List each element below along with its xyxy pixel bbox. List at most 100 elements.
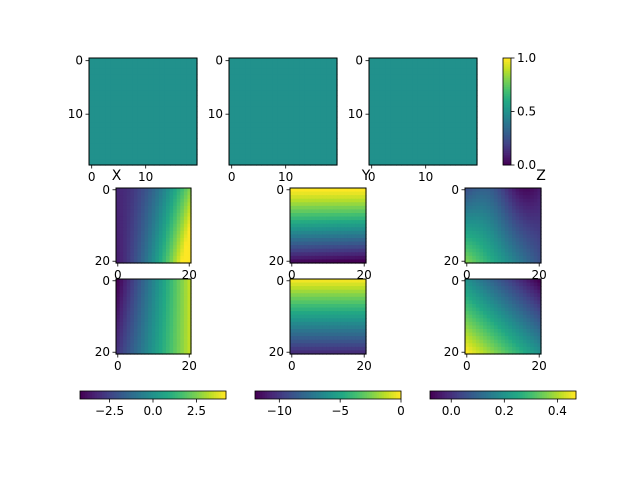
heatmap-cell (158, 343, 164, 348)
heatmap-cell (300, 259, 306, 264)
heatmap-cell (329, 321, 335, 327)
heatmap-cell (166, 346, 171, 352)
heatmap-cell (123, 300, 128, 305)
colorbar-segment (503, 79, 511, 82)
heatmap-cell (311, 325, 316, 330)
heatmap-cell (272, 79, 279, 86)
heatmap-cell (293, 346, 298, 352)
panel-title: Y (361, 168, 371, 184)
heatmap-cell (504, 188, 510, 193)
heatmap-cell (340, 245, 345, 250)
heatmap-cell (519, 213, 524, 218)
heatmap-cell (444, 95, 451, 102)
heatmap-cell (170, 111, 176, 118)
heatmap-cell (347, 223, 353, 228)
colorbar-segment (393, 391, 397, 399)
heatmap-cell (155, 223, 160, 228)
heatmap-cell (490, 304, 495, 309)
heatmap-cell (175, 111, 182, 118)
heatmap-cell (283, 68, 289, 75)
heatmap-cell (490, 195, 495, 200)
heatmap-cell (137, 111, 144, 118)
colorbar-segment (503, 161, 511, 164)
heatmap-cell (180, 127, 187, 134)
heatmap-cell (137, 293, 142, 298)
heatmap-cell (166, 252, 171, 257)
heatmap-cell (465, 346, 470, 352)
heatmap-cell (153, 154, 160, 161)
heatmap-cell (148, 205, 153, 211)
heatmap-cell (121, 122, 128, 129)
heatmap-cell (186, 58, 193, 64)
heatmap-cell (444, 74, 451, 80)
heatmap-cell (479, 343, 484, 348)
heatmap-cell (423, 127, 429, 134)
heatmap-cell (183, 195, 189, 200)
heatmap-cell (293, 227, 298, 232)
heatmap-cell (311, 234, 316, 239)
heatmap-cell (148, 116, 155, 123)
heatmap-cell (522, 195, 528, 200)
heatmap-cell (326, 318, 331, 323)
heatmap-cell (166, 241, 171, 246)
heatmap-cell (299, 100, 306, 107)
heatmap-cell (530, 220, 535, 225)
heatmap-cell (170, 116, 176, 123)
heatmap-cell (148, 74, 155, 80)
heatmap-cell (130, 230, 135, 236)
colorbar-segment (155, 391, 159, 399)
heatmap-cell (153, 90, 160, 97)
heatmap-cell (176, 279, 181, 284)
heatmap-cell (483, 318, 488, 323)
heatmap-cell (504, 227, 510, 232)
heatmap-cell (133, 213, 139, 218)
heatmap-cell (315, 122, 322, 129)
colorbar-segment (500, 391, 504, 399)
heatmap-cell (512, 279, 517, 284)
heatmap-cell (148, 304, 153, 309)
colorbar-segment (255, 391, 258, 399)
heatmap-cell (132, 154, 139, 161)
heatmap-cell (466, 106, 473, 113)
heatmap-cell (169, 307, 174, 312)
heatmap-cell (486, 279, 491, 284)
heatmap-cell (530, 336, 535, 341)
heatmap-cell (94, 58, 101, 64)
colorbar-segment (204, 391, 208, 399)
heatmap-cell (293, 259, 298, 264)
heatmap-cell (148, 329, 153, 334)
heatmap-cell (355, 346, 360, 352)
heatmap-cell (229, 63, 235, 70)
heatmap-cell (358, 198, 363, 203)
heatmap-cell (123, 191, 128, 196)
heatmap-cell (176, 343, 181, 348)
heatmap-cell (183, 321, 189, 327)
heatmap-cell (116, 307, 121, 312)
heatmap-cell (300, 296, 306, 302)
heatmap-cell (304, 311, 309, 316)
heatmap-cell (116, 314, 121, 319)
heatmap-cell (180, 116, 187, 123)
heatmap-cell (433, 159, 440, 166)
heatmap-cell (460, 127, 467, 134)
heatmap-cell (355, 220, 360, 225)
heatmap-cell (326, 241, 331, 246)
heatmap-cell (272, 68, 279, 75)
heatmap-cell (173, 205, 178, 211)
colorbar-segment (345, 391, 348, 399)
heatmap-cell (374, 148, 381, 155)
heatmap-cell (89, 127, 95, 134)
heatmap-cell (119, 213, 124, 218)
heatmap-cell (155, 252, 160, 257)
heatmap-cell (493, 198, 499, 203)
heatmap-cell (322, 198, 327, 203)
heatmap-cell (141, 220, 146, 225)
heatmap-cell (123, 325, 128, 330)
heatmap-cell (450, 132, 456, 139)
colorbar-segment (298, 391, 302, 399)
heatmap-cell (318, 209, 324, 214)
heatmap-cell (508, 343, 513, 348)
heatmap-cell (173, 213, 178, 218)
heatmap-cell (293, 332, 298, 337)
